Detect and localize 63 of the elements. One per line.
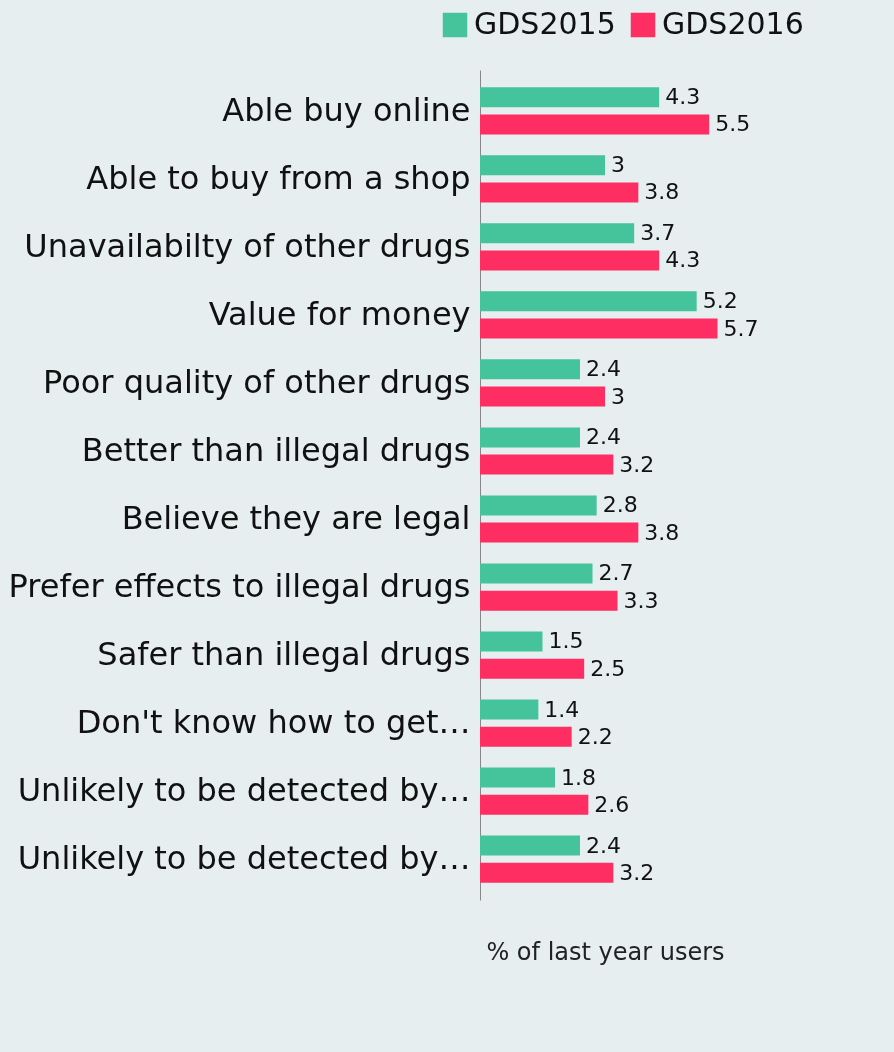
bar (480, 495, 597, 516)
data-label: 2.4 (586, 424, 621, 450)
bar (480, 835, 580, 856)
data-label: 5.2 (702, 288, 738, 314)
bar (480, 658, 585, 679)
y-tick-label: Able to buy from a shop (86, 158, 471, 197)
data-label: 1.8 (561, 764, 596, 790)
bar (480, 182, 639, 203)
bar (480, 223, 635, 244)
data-label: 3.8 (644, 179, 680, 205)
data-label: 2.5 (590, 655, 626, 681)
x-axis-title: % of last year users (486, 937, 725, 966)
bar (480, 862, 614, 883)
data-label: 5.7 (723, 315, 759, 341)
y-tick-label: Able buy online (222, 90, 471, 129)
bar (480, 726, 572, 747)
data-label: 3.8 (644, 519, 680, 545)
bar (480, 522, 639, 543)
data-label: 3.3 (623, 587, 659, 613)
bar (480, 386, 605, 407)
data-label: 5.5 (715, 111, 751, 137)
bar (480, 427, 580, 448)
bar (480, 155, 605, 176)
legend-label: GDS2015 (474, 6, 616, 41)
y-tick-label: Unlikely to be detected by… (17, 771, 471, 810)
data-label: 2.4 (586, 832, 621, 858)
data-label: 3 (611, 383, 625, 409)
data-label: 3.2 (619, 859, 655, 885)
data-label: 3.2 (619, 451, 655, 477)
data-label: 2.7 (598, 560, 634, 586)
y-tick-label: Believe they are legal (121, 499, 471, 538)
bar (480, 87, 660, 108)
y-tick-label: Poor quality of other drugs (43, 362, 471, 401)
y-tick-label: Unlikely to be detected by… (17, 839, 471, 878)
bar (480, 794, 589, 815)
data-label: 4.3 (665, 247, 701, 273)
bar (480, 590, 618, 611)
bar (480, 250, 660, 271)
y-tick-label: Prefer effects to illegal drugs (8, 567, 471, 606)
data-label: 3 (611, 152, 625, 178)
bar (480, 291, 697, 312)
bar (480, 318, 718, 339)
bar (480, 767, 555, 788)
data-label: 2.6 (594, 791, 630, 817)
data-label: 1.4 (544, 696, 580, 722)
bar (480, 454, 614, 475)
y-tick-label: Value for money (208, 294, 471, 333)
data-label: 4.3 (665, 84, 701, 110)
bar (480, 359, 580, 380)
data-label: 2.8 (602, 492, 638, 518)
y-tick-label: Better than illegal drugs (81, 430, 471, 469)
data-label: 1.5 (548, 628, 584, 654)
data-label: 3.7 (640, 220, 676, 246)
bar (480, 631, 543, 652)
y-tick-label: Unavailabilty of other drugs (24, 226, 471, 265)
legend-label: GDS2016 (662, 6, 804, 41)
data-label: 2.4 (586, 356, 621, 382)
data-label: 2.2 (577, 723, 613, 749)
y-tick-label: Safer than illegal drugs (97, 635, 471, 674)
bar (480, 114, 710, 135)
bar (480, 563, 593, 584)
bar (480, 699, 539, 720)
y-tick-label: Don't know how to get… (76, 703, 471, 742)
